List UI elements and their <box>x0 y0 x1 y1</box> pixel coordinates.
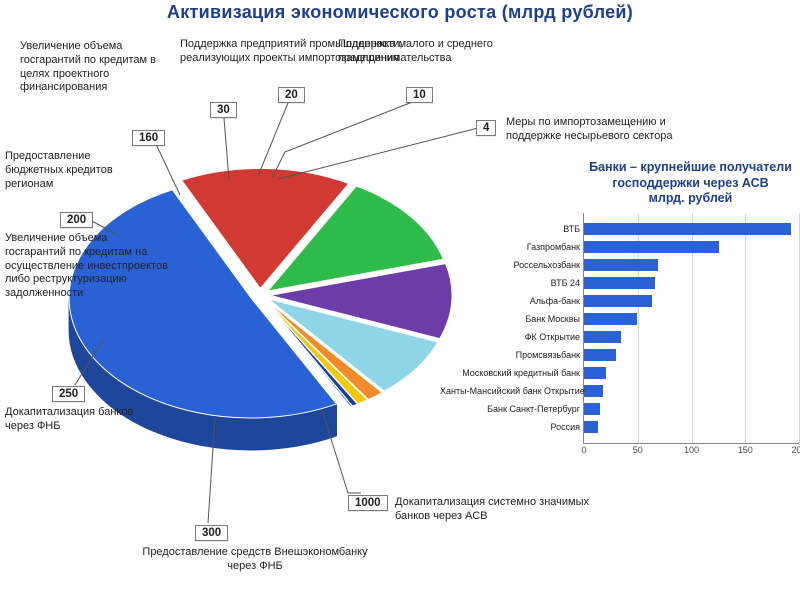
bar-row: Россельхозбанк <box>584 257 799 273</box>
bar <box>584 259 658 271</box>
bar-chart: Банки – крупнейшие получатели господдерж… <box>583 160 798 490</box>
pie-slice-label: Докапитализация банков через ФНБ <box>5 406 160 434</box>
bar-plot-area: 050100150200ВТБГазпромбанкРоссельхозбанк… <box>583 213 799 444</box>
bar-chart-title: Банки – крупнейшие получатели господдерж… <box>583 160 798 207</box>
pie-value-box: 200 <box>60 212 93 228</box>
bar <box>584 331 621 343</box>
pie-value-box: 10 <box>406 87 433 103</box>
bar-label: Россельхозбанк <box>440 260 584 270</box>
bar-xtick: 200 <box>791 445 800 455</box>
bar-xtick: 50 <box>633 445 643 455</box>
chart-canvas: { "title": "Активизация экономического р… <box>0 0 800 600</box>
bar-row: ВТБ <box>584 221 799 237</box>
pie-value-box: 300 <box>195 525 228 541</box>
pie-slice-label: Увеличение объема госгарантий по кредита… <box>20 40 180 95</box>
bar-row: Россия <box>584 419 799 435</box>
bar <box>584 223 791 235</box>
bar-label: Ханты-Мансийский банк Открытие <box>440 386 584 396</box>
pie-slice-label: Меры по импортозамещению и поддержке нес… <box>506 116 686 144</box>
bar-label: Банк Санкт-Петербург <box>440 404 584 414</box>
pie-slice-label: Докапитализация системно значимых банков… <box>395 496 595 524</box>
bar <box>584 295 652 307</box>
pie-value-box: 1000 <box>348 495 388 511</box>
bar-title-line: млрд. рублей <box>649 191 733 205</box>
bar-label: Промсвязьбанк <box>440 350 584 360</box>
bar-title-line: господдержки через АСВ <box>612 176 768 190</box>
bar <box>584 367 606 379</box>
pie-value-box: 20 <box>278 87 305 103</box>
pie-slice-label: Предоставление средств Внешэкономбанку ч… <box>140 546 370 574</box>
pie-slice-label: Увеличение объема госгарантий по кредита… <box>5 232 170 301</box>
bar-row: Банк Санкт-Петербург <box>584 401 799 417</box>
bar-xtick: 0 <box>581 445 586 455</box>
bar-xtick: 100 <box>684 445 699 455</box>
bar-label: Московский кредитный банк <box>440 368 584 378</box>
pie-slice-label: Поддержка малого и среднего предпринимат… <box>338 38 528 66</box>
pie-value-box: 160 <box>132 130 165 146</box>
bar-title-line: Банки – крупнейшие получатели <box>589 160 792 174</box>
bar-label: ВТБ <box>440 224 584 234</box>
bar <box>584 421 598 433</box>
bar-label: Альфа-банк <box>440 296 584 306</box>
bar-xtick: 150 <box>738 445 753 455</box>
pie-value-box: 30 <box>210 102 237 118</box>
bar-row: ФК Открытие <box>584 329 799 345</box>
bar <box>584 403 600 415</box>
bar-label: Банк Москвы <box>440 314 584 324</box>
bar <box>584 349 616 361</box>
bar-row: Ханты-Мансийский банк Открытие <box>584 383 799 399</box>
bar-row: ВТБ 24 <box>584 275 799 291</box>
bar <box>584 241 719 253</box>
bar-label: ВТБ 24 <box>440 278 584 288</box>
bar <box>584 385 603 397</box>
bar-row: Газпромбанк <box>584 239 799 255</box>
bar <box>584 313 637 325</box>
pie-value-box: 250 <box>52 386 85 402</box>
bar-row: Банк Москвы <box>584 311 799 327</box>
bar-label: ФК Открытие <box>440 332 584 342</box>
bar-label: Газпромбанк <box>440 242 584 252</box>
bar-row: Промсвязьбанк <box>584 347 799 363</box>
bar-row: Альфа-банк <box>584 293 799 309</box>
bar-label: Россия <box>440 422 584 432</box>
bar <box>584 277 655 289</box>
bar-row: Московский кредитный банк <box>584 365 799 381</box>
pie-value-box: 4 <box>476 120 496 136</box>
pie-slice-label: Предоставление бюджетных кредитов регион… <box>5 150 150 191</box>
